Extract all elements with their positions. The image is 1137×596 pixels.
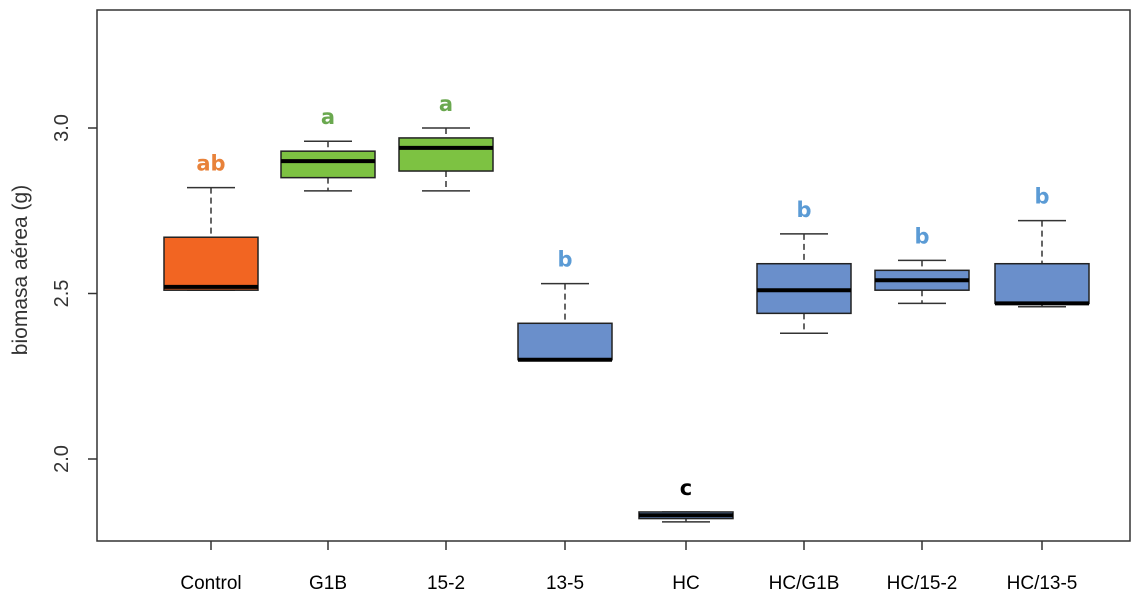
significance-letter: b — [1034, 185, 1049, 209]
y-tick-label: 2.5 — [51, 280, 73, 308]
plot-frame — [96, 9, 1131, 542]
y-tick-label: 2.0 — [51, 445, 73, 473]
x-tick-label: 13-5 — [546, 573, 584, 594]
significance-letter: b — [914, 224, 929, 248]
x-tick-label: HC/13-5 — [1007, 573, 1078, 594]
y-axis-label: biomasa aérea (g) — [9, 185, 32, 355]
box-iqr — [517, 322, 613, 361]
x-axis: Control G1B 15-2 13-5 HC HC/G1B HC/15-2 HC/13-5 — [180, 541, 1077, 594]
box-HC/15-2 — [874, 259, 970, 305]
box-iqr — [163, 236, 259, 291]
significance-letter: b — [557, 248, 572, 272]
x-tick-label: HC — [672, 573, 699, 594]
y-tick-label: 3.0 — [51, 114, 73, 142]
significance-letter: a — [439, 92, 453, 116]
x-tick-label: G1B — [309, 573, 347, 594]
box-HC — [638, 511, 734, 523]
box-HC/G1B — [756, 233, 852, 334]
box-G1B — [280, 140, 376, 192]
x-tick-label: 15-2 — [427, 573, 465, 594]
significance-letter: ab — [196, 152, 225, 176]
box-15-2 — [398, 127, 494, 192]
box-iqr — [994, 262, 1090, 305]
box-HC/13-5 — [994, 219, 1090, 308]
x-tick-label: HC/G1B — [769, 573, 840, 594]
y-axis: 2.0 2.5 3.0 — [51, 114, 97, 473]
significance-letter: b — [796, 198, 811, 222]
box-Control — [163, 186, 259, 291]
box-13-5 — [517, 282, 613, 362]
box-iqr — [280, 150, 376, 179]
box-iqr — [398, 137, 494, 172]
boxes-group — [163, 127, 1090, 523]
significance-letter: c — [680, 476, 692, 500]
x-tick-label: Control — [180, 573, 241, 594]
significance-letter: a — [321, 105, 335, 129]
x-tick-label: HC/15-2 — [887, 573, 958, 594]
